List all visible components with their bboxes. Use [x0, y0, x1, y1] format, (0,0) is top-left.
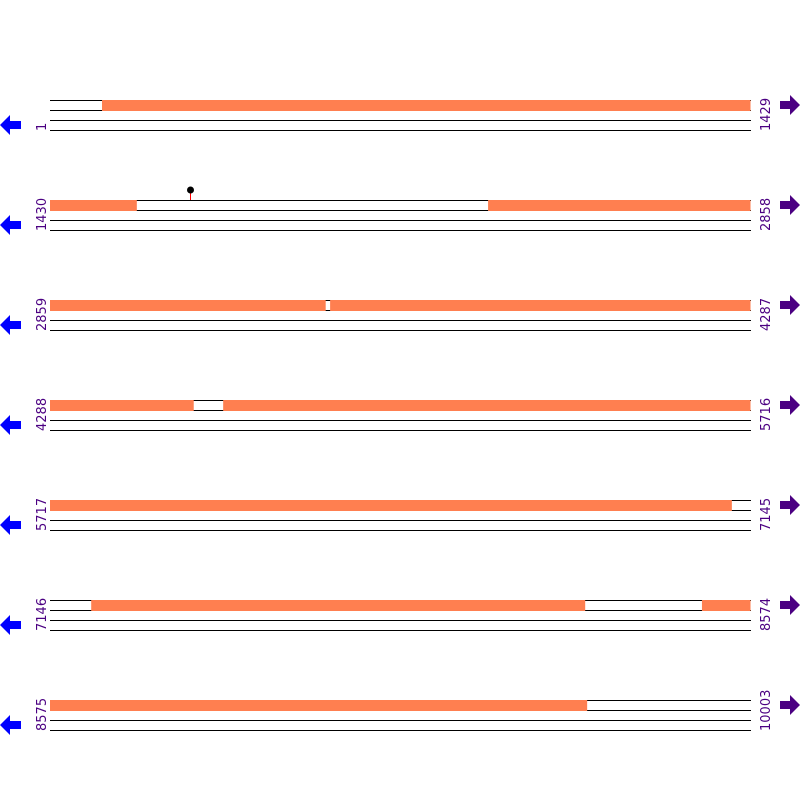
- sequence-row: 8575 10003: [0, 690, 800, 735]
- row-end-label: 5716: [759, 398, 774, 431]
- arrow-left-icon: [0, 115, 21, 135]
- arrow-left-icon: [0, 215, 21, 235]
- arrow-left-icon: [0, 415, 21, 435]
- sequence-row: 1430 2858: [0, 186, 800, 235]
- row-start-label: 5717: [35, 498, 50, 531]
- sequence-row: 1 1429: [0, 95, 800, 135]
- row-end-label: 8574: [759, 598, 774, 631]
- row-end-label: 1429: [759, 98, 774, 131]
- arrow-left-icon: [0, 515, 21, 535]
- row-start-label: 4288: [35, 398, 50, 431]
- arrow-right-icon: [780, 295, 800, 315]
- arrow-right-icon: [780, 695, 800, 715]
- arrow-right-icon: [780, 495, 800, 515]
- sequence-row: 5717 7145: [0, 495, 800, 535]
- arrow-right-icon: [780, 195, 800, 215]
- row-end-label: 10003: [759, 690, 774, 731]
- feature-bar: [50, 300, 326, 311]
- row-start-label: 1430: [35, 198, 50, 231]
- row-start-label: 1: [35, 123, 50, 131]
- row-end-label: 4287: [759, 298, 774, 331]
- feature-bar: [101, 100, 751, 111]
- arrow-left-icon: [0, 715, 21, 735]
- arrow-right-icon: [780, 95, 800, 115]
- marker-head: [187, 186, 194, 194]
- feature-bar: [50, 400, 194, 411]
- arrow-right-icon: [780, 395, 800, 415]
- row-start-label: 7146: [35, 598, 50, 631]
- feature-bar: [223, 400, 751, 411]
- feature-bar: [330, 300, 751, 311]
- row-end-label: 7145: [759, 498, 774, 531]
- sequence-row: 7146 8574: [0, 595, 800, 635]
- feature-bar: [701, 600, 751, 611]
- feature-bar: [50, 700, 588, 711]
- row-start-label: 8575: [35, 698, 50, 731]
- arrow-left-icon: [0, 315, 21, 335]
- sequence-row: 2859 4287: [0, 295, 800, 335]
- feature-bar: [91, 600, 586, 611]
- row-end-label: 2858: [759, 198, 774, 231]
- row-start-label: 2859: [35, 298, 50, 331]
- arrow-right-icon: [780, 595, 800, 615]
- arrow-left-icon: [0, 615, 21, 635]
- feature-bar: [50, 500, 732, 511]
- feature-bar: [50, 200, 137, 211]
- feature-bar: [488, 200, 751, 211]
- sequence-row: 4288 5716: [0, 395, 800, 435]
